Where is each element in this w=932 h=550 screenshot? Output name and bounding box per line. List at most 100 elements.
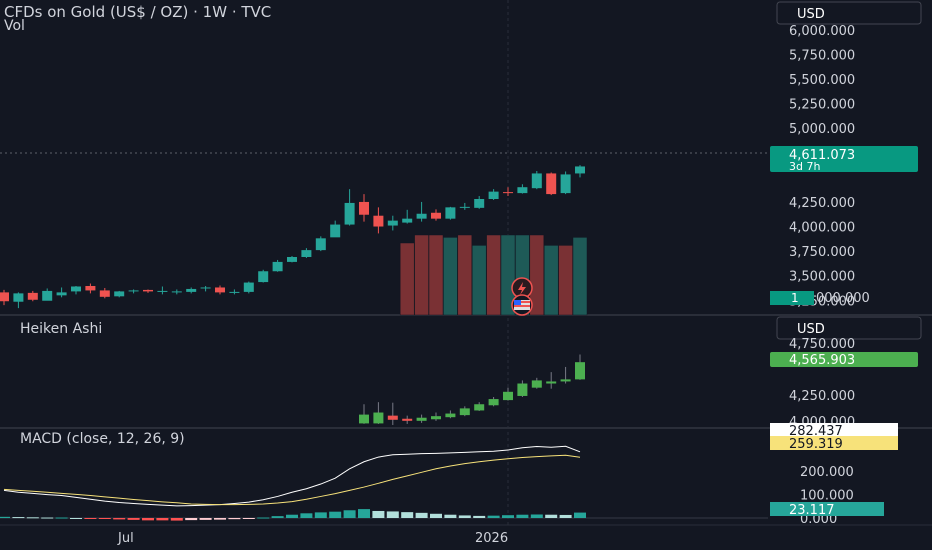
ha-currency-label: USD bbox=[797, 322, 825, 337]
candle-body bbox=[13, 293, 24, 302]
volume-label[interactable]: Vol bbox=[4, 18, 25, 34]
ha-body bbox=[459, 408, 470, 416]
macd-histogram-bar bbox=[473, 515, 486, 518]
candle-body bbox=[143, 289, 153, 292]
ha-currency-button[interactable] bbox=[776, 316, 922, 340]
volume-bar bbox=[558, 245, 573, 316]
macd-title[interactable]: MACD (close, 12, 26, 9) bbox=[20, 431, 185, 447]
ha-last-price-badge bbox=[770, 352, 918, 367]
ha-body bbox=[387, 415, 398, 420]
macd-histogram-bar bbox=[26, 517, 39, 519]
candle-body bbox=[114, 291, 125, 297]
macd-histogram-bar bbox=[343, 510, 356, 518]
price-tick-label: 5,500.000 bbox=[789, 73, 855, 88]
price-axis[interactable]: 6,000.000 5,750.000 5,500.000 5,250.000 5,00… bbox=[789, 24, 855, 309]
price-tick-label: 6,000.000 bbox=[789, 24, 855, 39]
candle-body bbox=[315, 238, 326, 251]
signal-line bbox=[3, 454, 581, 506]
time-label-jul: Jul bbox=[117, 531, 134, 546]
candle-body bbox=[387, 220, 398, 226]
price-tick-label: 4,000.000 bbox=[789, 221, 855, 236]
candle-body bbox=[215, 287, 225, 293]
macd-histogram-bar bbox=[286, 514, 298, 518]
us-flag-icon[interactable] bbox=[511, 294, 533, 316]
ha-tick-label: 4,250.000 bbox=[789, 389, 855, 404]
symbol-title[interactable]: CFDs on Gold (US$ / OZ) · 1W · TVC bbox=[4, 3, 271, 21]
macd-histogram-bar bbox=[12, 517, 25, 519]
candle-body bbox=[171, 291, 182, 293]
macd-histogram-bar bbox=[502, 515, 514, 518]
price-tick-label: 3,500.000 bbox=[789, 270, 855, 285]
macd-histogram-bar bbox=[113, 518, 126, 520]
candle-body bbox=[575, 166, 585, 174]
macd-histogram-bar bbox=[142, 518, 154, 521]
candle-body bbox=[431, 212, 441, 219]
volume-bar bbox=[399, 242, 415, 316]
candle-body bbox=[128, 290, 139, 292]
candle-body bbox=[301, 250, 312, 257]
macd-histogram-bar bbox=[444, 514, 457, 518]
candle-body bbox=[157, 290, 168, 292]
macd-histogram-bar bbox=[415, 512, 428, 518]
macd-value: 282.437 bbox=[789, 424, 843, 439]
candle-body bbox=[0, 292, 9, 302]
ha-body bbox=[488, 399, 499, 406]
macd-tick-label: 100.000 bbox=[800, 489, 854, 504]
ha-last-price-value: 4,565.903 bbox=[789, 353, 855, 368]
ha-body bbox=[531, 380, 542, 388]
candle-body bbox=[459, 206, 470, 208]
volume-bar bbox=[443, 237, 458, 316]
candle-body bbox=[560, 174, 571, 194]
volume-bar bbox=[414, 234, 429, 316]
macd-histogram-bar bbox=[257, 517, 270, 519]
macd-histogram-bar bbox=[458, 515, 471, 518]
candle-body bbox=[272, 261, 283, 272]
bar-countdown: 3d 7h bbox=[789, 160, 820, 173]
ha-body bbox=[373, 412, 384, 424]
candle-body bbox=[445, 207, 456, 219]
macd-histogram-bar bbox=[559, 514, 572, 518]
volume-bar bbox=[529, 234, 545, 316]
macd-histogram-bar bbox=[545, 514, 558, 518]
volume-bar bbox=[543, 245, 559, 316]
signal-value-badge bbox=[770, 436, 898, 450]
candle-body bbox=[200, 287, 211, 289]
macd-histogram-bar bbox=[98, 518, 111, 519]
ha-body bbox=[474, 404, 485, 411]
candle-body bbox=[474, 199, 485, 208]
price-candles bbox=[0, 165, 585, 309]
volume-badge bbox=[770, 291, 814, 305]
macd-histogram-bar bbox=[358, 509, 370, 518]
candle-body bbox=[287, 257, 297, 262]
ha-tick-label: 4,750.000 bbox=[789, 337, 855, 352]
ha-body bbox=[503, 391, 513, 401]
macd-histogram-bar bbox=[530, 514, 543, 518]
macd-histogram-bar bbox=[156, 518, 169, 521]
hist-value-badge bbox=[770, 502, 884, 516]
currency-button[interactable] bbox=[776, 1, 922, 25]
macd-histogram-bar bbox=[271, 516, 284, 518]
candle-body bbox=[503, 192, 513, 194]
macd-histogram-bar bbox=[386, 511, 399, 518]
ha-body bbox=[517, 383, 528, 396]
macd-histogram-bar bbox=[70, 518, 82, 519]
candle-body bbox=[488, 191, 499, 199]
macd-histogram-bar bbox=[242, 518, 255, 519]
candle-body bbox=[402, 218, 413, 223]
time-label-2026: 2026 bbox=[475, 531, 508, 546]
candle-body bbox=[546, 173, 557, 195]
price-tick-label: 5,750.000 bbox=[789, 48, 855, 63]
signal-value: 259.319 bbox=[789, 437, 843, 452]
volume-bars bbox=[399, 234, 588, 316]
price-tick-label: 4,250.000 bbox=[789, 196, 855, 211]
macd-histogram-bar bbox=[0, 516, 10, 518]
macd-histogram-bar bbox=[214, 518, 226, 520]
candle-body bbox=[359, 201, 369, 215]
volume-bar bbox=[486, 234, 501, 316]
ha-body bbox=[575, 362, 585, 380]
heiken-ashi-title[interactable]: Heiken Ashi bbox=[20, 321, 102, 337]
macd-histogram-bar bbox=[185, 518, 198, 521]
